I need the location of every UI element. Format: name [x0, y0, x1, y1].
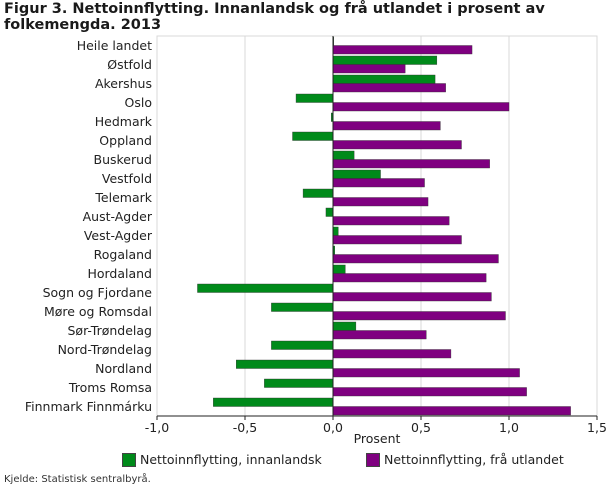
- bar-innanlandsk: [332, 264, 346, 274]
- bar-utlandet: [332, 64, 406, 74]
- x-tick-label: 0,5: [411, 420, 431, 435]
- bar-innanlandsk: [271, 340, 334, 350]
- legend: Nettoinnflytting, innanlandsk Nettoinnfl…: [122, 452, 602, 472]
- bar-utlandet: [332, 121, 441, 131]
- bar-innanlandsk: [332, 169, 381, 179]
- bar-innanlandsk: [325, 207, 334, 217]
- category-label: Aust-Agder: [83, 209, 153, 224]
- bar-utlandet: [332, 406, 571, 416]
- legend-swatch-green: [122, 452, 136, 467]
- bar-innanlandsk: [332, 321, 357, 331]
- category-label: Vestfold: [102, 171, 152, 186]
- bar-utlandet: [332, 45, 473, 55]
- bar-utlandet: [332, 368, 520, 378]
- category-label: Nordland: [95, 361, 152, 376]
- category-label: Vest-Agder: [84, 228, 153, 243]
- category-label: Buskerud: [94, 152, 153, 167]
- bar-utlandet: [332, 178, 425, 188]
- bar-utlandet: [332, 159, 490, 169]
- category-label: Rogaland: [94, 247, 152, 262]
- bar-innanlandsk: [213, 397, 334, 407]
- tick-labels: -1,0 -0,5 0,0 0,5 1,0 1,5: [145, 416, 607, 435]
- bar-innanlandsk: [332, 226, 339, 236]
- legend-label-innanlandsk: Nettoinnflytting, innanlandsk: [140, 452, 322, 467]
- bar-innanlandsk: [197, 283, 334, 293]
- bar-innanlandsk: [235, 359, 334, 369]
- category-label: Heile landet: [77, 38, 152, 53]
- grid-lines: [156, 35, 598, 417]
- category-label: Oslo: [125, 95, 152, 110]
- bar-utlandet: [332, 292, 492, 302]
- legend-item-innanlandsk: Nettoinnflytting, innanlandsk: [122, 452, 322, 467]
- bar-innanlandsk: [295, 93, 334, 103]
- bar-utlandet: [332, 235, 462, 245]
- bar-innanlandsk: [271, 302, 334, 312]
- category-label: Møre og Romsdal: [44, 304, 152, 319]
- bar-innanlandsk: [302, 188, 334, 198]
- legend-label-utlandet: Nettoinnflytting, frå utlandet: [384, 452, 564, 467]
- x-tick-label: 0,0: [323, 420, 343, 435]
- x-tick-label: -0,5: [233, 420, 257, 435]
- bar-innanlandsk: [332, 74, 436, 84]
- bar-utlandet: [332, 273, 487, 283]
- bar-utlandet: [332, 83, 446, 93]
- x-tick-label: 1,5: [587, 420, 607, 435]
- x-tick-label: -1,0: [145, 420, 169, 435]
- bar-innanlandsk: [332, 150, 355, 160]
- bar-utlandet: [332, 140, 462, 150]
- category-labels: Heile landet Østfold Akershus Oslo Hedmark Op…: [25, 38, 153, 414]
- axes: [157, 36, 597, 417]
- category-label: Akershus: [95, 76, 152, 91]
- legend-item-utlandet: Nettoinnflytting, frå utlandet: [366, 452, 564, 467]
- bar-utlandet: [332, 349, 452, 359]
- plot-area-border: [156, 35, 598, 417]
- chart-title: Figur 3. Nettoinnflytting. Innanlandsk o…: [4, 1, 545, 33]
- category-label: Hedmark: [95, 114, 153, 129]
- category-label: Hordaland: [87, 266, 152, 281]
- x-tick-label: 1,0: [499, 420, 519, 435]
- bar-innanlandsk: [292, 131, 334, 141]
- x-axis-label: Prosent: [354, 431, 401, 446]
- category-label: Sogn og Fjordane: [43, 285, 153, 300]
- bar-utlandet: [332, 387, 527, 397]
- bar-utlandet: [332, 216, 450, 226]
- category-label: Nord-Trøndelag: [58, 342, 152, 357]
- category-label: Østfold: [107, 57, 152, 72]
- bar-utlandet: [332, 254, 499, 264]
- bars: [197, 36, 571, 416]
- bar-utlandet: [332, 311, 506, 321]
- category-label: Telemark: [94, 190, 152, 205]
- bar-utlandet: [332, 197, 429, 207]
- source-note: Kjelde: Statistisk sentralbyrå.: [4, 474, 151, 485]
- category-label: Finnmark Finnmárku: [25, 399, 152, 414]
- bar-utlandet: [332, 330, 427, 340]
- bar-innanlandsk: [264, 378, 334, 388]
- bar-utlandet: [332, 102, 510, 112]
- legend-swatch-purple: [366, 452, 380, 467]
- category-label: Troms Romsa: [68, 380, 152, 395]
- category-label: Oppland: [99, 133, 152, 148]
- category-label: Sør-Trøndelag: [68, 323, 153, 338]
- bar-innanlandsk: [332, 55, 438, 65]
